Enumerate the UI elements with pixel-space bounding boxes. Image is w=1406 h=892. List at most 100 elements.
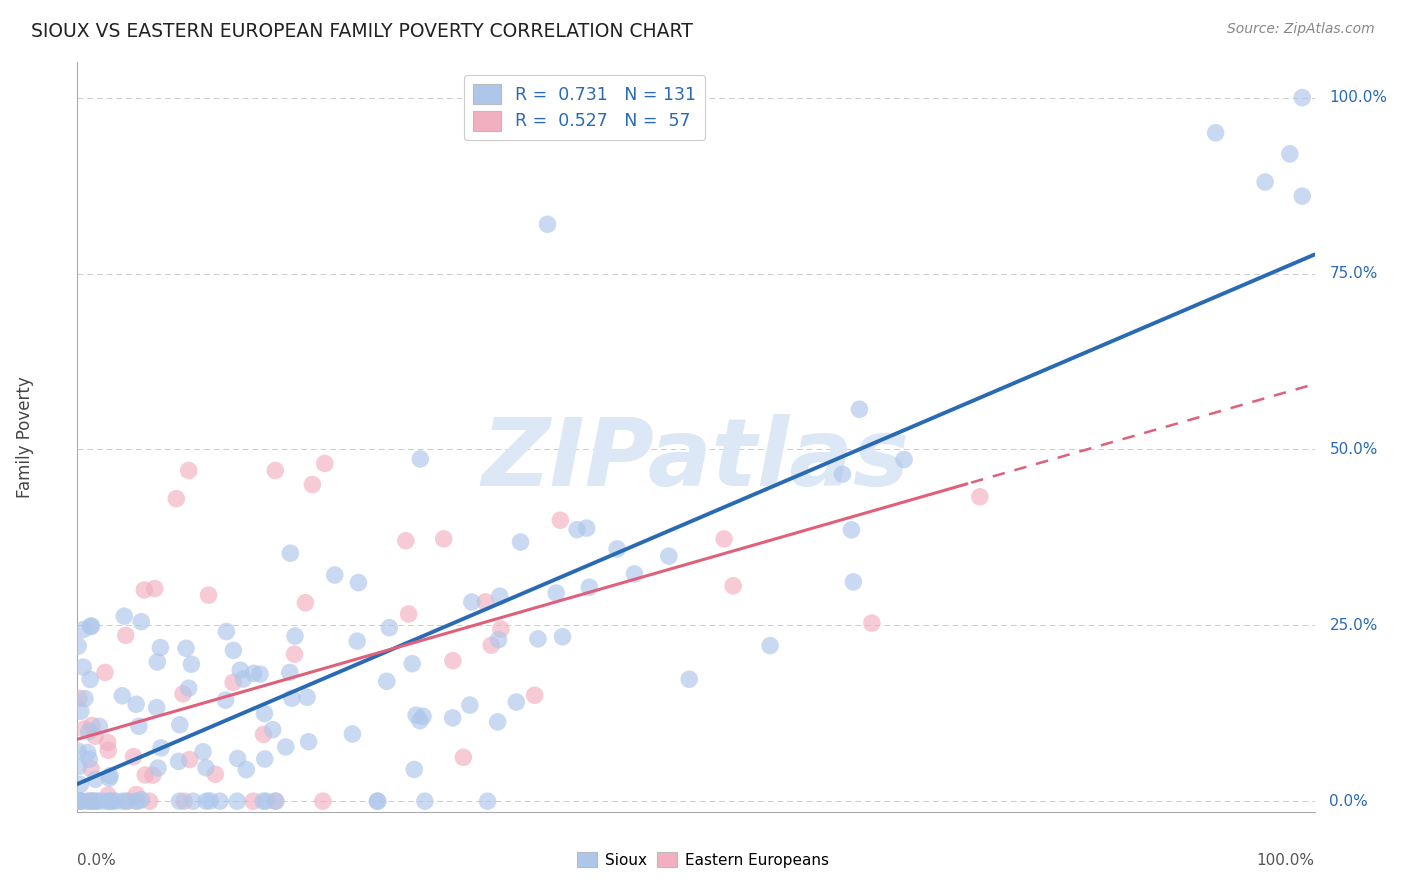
- Point: [117, 794, 139, 808]
- Point: [79, 794, 101, 808]
- Point: [342, 727, 364, 741]
- Point: [84, 772, 107, 787]
- Point: [97, 788, 120, 802]
- Point: [177, 463, 200, 477]
- Point: [180, 657, 202, 672]
- Point: [284, 629, 307, 643]
- Point: [169, 718, 191, 732]
- Point: [67, 794, 90, 808]
- Point: [249, 667, 271, 681]
- Point: [264, 794, 287, 808]
- Text: 0.0%: 0.0%: [77, 853, 117, 868]
- Point: [713, 532, 735, 546]
- Point: [82, 794, 104, 808]
- Point: [281, 691, 304, 706]
- Point: [841, 523, 863, 537]
- Point: [83, 794, 105, 808]
- Point: [551, 630, 574, 644]
- Point: [283, 647, 305, 661]
- Point: [69, 704, 91, 718]
- Point: [80, 794, 103, 808]
- Legend: Sioux, Eastern Europeans: Sioux, Eastern Europeans: [571, 846, 835, 873]
- Point: [69, 794, 91, 808]
- Point: [143, 582, 166, 596]
- Point: [69, 794, 91, 808]
- Legend: R =  0.731   N = 131, R =  0.527   N =  57: R = 0.731 N = 131, R = 0.527 N = 57: [464, 75, 706, 140]
- Point: [347, 575, 370, 590]
- Point: [367, 794, 389, 808]
- Point: [575, 521, 598, 535]
- Point: [67, 794, 90, 808]
- Point: [489, 622, 512, 636]
- Point: [208, 794, 231, 808]
- Text: Family Poverty: Family Poverty: [17, 376, 34, 498]
- Point: [204, 767, 226, 781]
- Point: [73, 722, 96, 736]
- Point: [969, 490, 991, 504]
- Point: [67, 794, 90, 808]
- Point: [860, 616, 883, 631]
- Point: [214, 693, 236, 707]
- Point: [461, 595, 484, 609]
- Point: [79, 752, 101, 766]
- Point: [893, 452, 915, 467]
- Point: [229, 663, 252, 677]
- Point: [131, 792, 153, 806]
- Point: [67, 759, 90, 773]
- Point: [295, 690, 318, 705]
- Point: [297, 734, 319, 748]
- Point: [98, 794, 121, 808]
- Point: [98, 794, 121, 808]
- Point: [94, 665, 117, 680]
- Point: [314, 457, 336, 471]
- Text: SIOUX VS EASTERN EUROPEAN FAMILY POVERTY CORRELATION CHART: SIOUX VS EASTERN EUROPEAN FAMILY POVERTY…: [31, 22, 693, 41]
- Point: [395, 533, 418, 548]
- Point: [280, 546, 302, 560]
- Point: [149, 640, 172, 655]
- Point: [441, 711, 464, 725]
- Point: [80, 619, 103, 633]
- Point: [69, 794, 91, 808]
- Point: [759, 639, 782, 653]
- Point: [69, 794, 91, 808]
- Point: [523, 688, 546, 702]
- Point: [375, 674, 398, 689]
- Point: [477, 794, 499, 808]
- Point: [66, 794, 89, 808]
- Point: [195, 794, 218, 808]
- Point: [86, 794, 108, 808]
- Point: [124, 794, 146, 808]
- Point: [142, 768, 165, 782]
- Point: [565, 523, 588, 537]
- Point: [1278, 147, 1301, 161]
- Point: [173, 794, 195, 808]
- Point: [89, 719, 111, 733]
- Point: [125, 788, 148, 802]
- Point: [97, 743, 120, 757]
- Point: [115, 794, 138, 808]
- Point: [505, 695, 527, 709]
- Point: [146, 655, 169, 669]
- Point: [67, 794, 90, 808]
- Point: [252, 727, 274, 741]
- Point: [378, 621, 401, 635]
- Text: 0.0%: 0.0%: [1330, 794, 1368, 809]
- Point: [488, 589, 510, 603]
- Point: [401, 657, 423, 671]
- Point: [294, 596, 316, 610]
- Point: [127, 794, 149, 808]
- Point: [197, 588, 219, 602]
- Point: [486, 714, 509, 729]
- Point: [253, 706, 276, 721]
- Point: [84, 729, 107, 743]
- Point: [409, 452, 432, 467]
- Point: [546, 586, 568, 600]
- Point: [1291, 90, 1313, 104]
- Point: [253, 752, 276, 766]
- Text: 100.0%: 100.0%: [1257, 853, 1315, 868]
- Point: [1205, 126, 1227, 140]
- Point: [366, 794, 388, 808]
- Point: [479, 638, 502, 652]
- Point: [242, 794, 264, 808]
- Text: 75.0%: 75.0%: [1330, 266, 1378, 281]
